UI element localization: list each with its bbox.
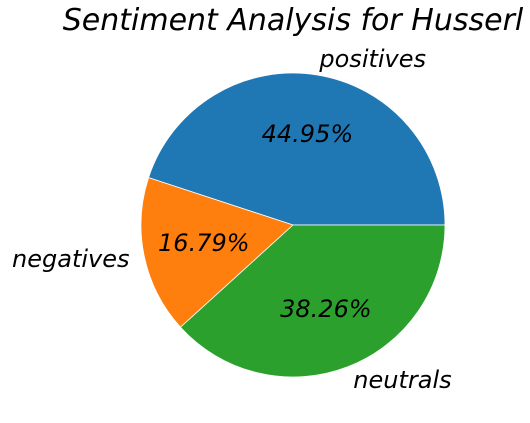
slice-percent-positives: 44.95% — [262, 120, 354, 148]
pie-slices — [140, 72, 446, 378]
pie-labels: positives 44.95% negatives 16.79% neutrals 38… — [12, 45, 452, 394]
chart-title: Sentiment Analysis for Husserl — [63, 3, 524, 38]
slice-label-neutrals: neutrals — [353, 366, 451, 394]
slice-percent-negatives: 16.79% — [158, 229, 250, 257]
pie-slice-negatives — [140, 177, 294, 328]
pie-slice-neutrals — [179, 224, 446, 378]
slice-label-positives: positives — [318, 45, 426, 73]
slice-label-negatives: negatives — [12, 245, 129, 273]
slice-percent-neutrals: 38.26% — [280, 295, 372, 323]
pie-slice-positives — [148, 72, 446, 226]
